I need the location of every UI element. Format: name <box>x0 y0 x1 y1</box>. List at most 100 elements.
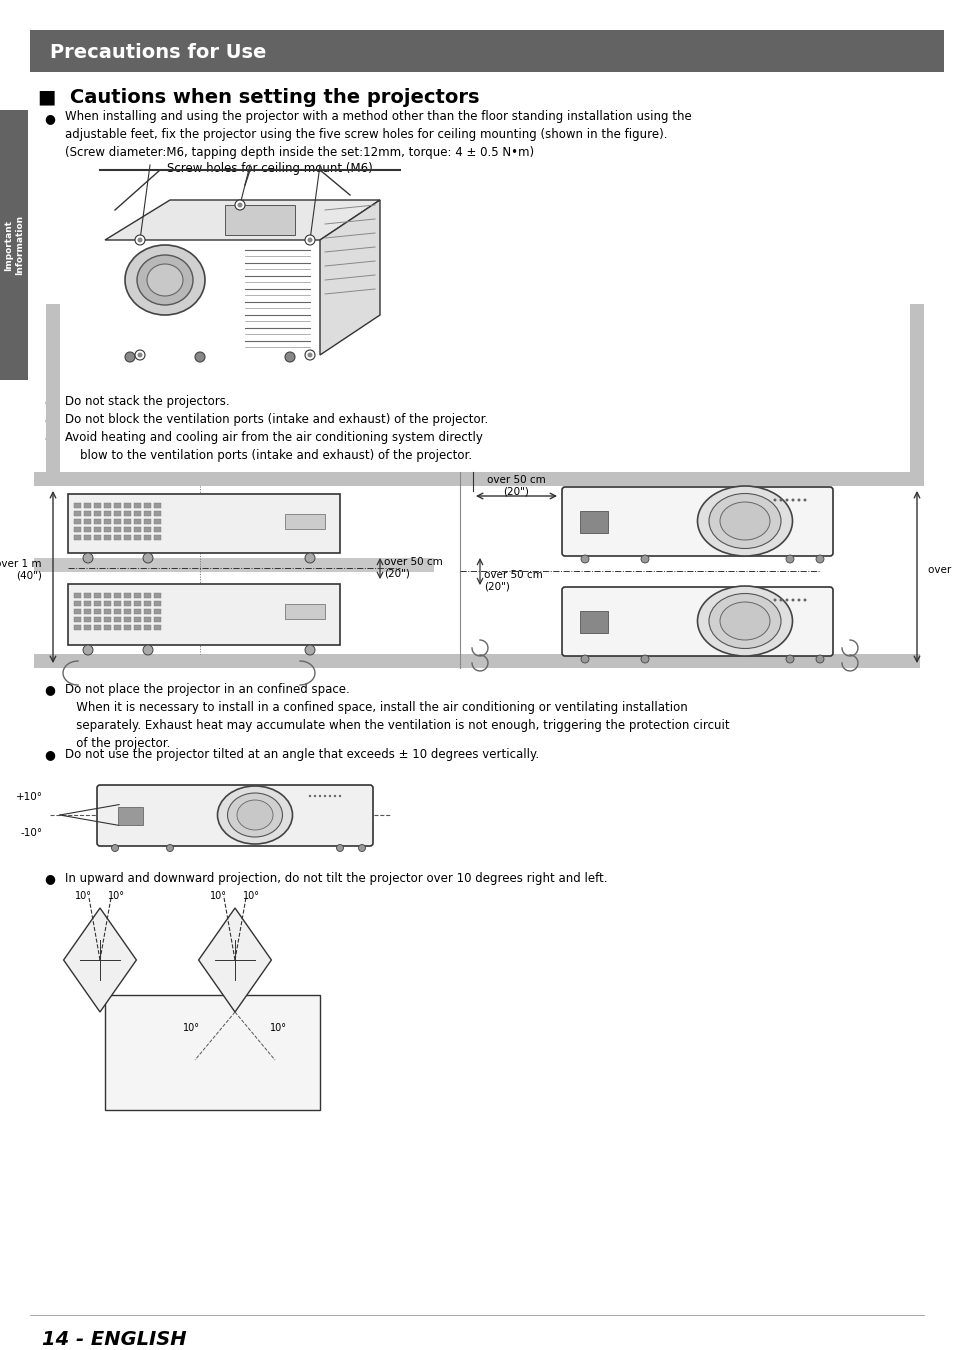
Bar <box>133 601 141 606</box>
Circle shape <box>307 238 313 243</box>
Bar <box>84 535 91 540</box>
Circle shape <box>135 350 145 360</box>
Text: Precautions for Use: Precautions for Use <box>50 43 266 62</box>
Circle shape <box>815 655 823 663</box>
Bar <box>124 512 131 516</box>
Bar <box>579 612 607 633</box>
Text: ●: ● <box>45 431 55 444</box>
Circle shape <box>305 645 314 655</box>
Circle shape <box>329 795 331 798</box>
Bar <box>34 472 919 486</box>
Bar <box>74 601 81 606</box>
Ellipse shape <box>217 786 293 844</box>
Bar <box>84 609 91 614</box>
Text: When installing and using the projector with a method other than the floor stand: When installing and using the projector … <box>65 109 691 159</box>
Circle shape <box>580 655 588 663</box>
Text: 14 - ENGLISH: 14 - ENGLISH <box>42 1330 187 1349</box>
Text: -10°: -10° <box>21 828 43 838</box>
Bar <box>74 625 81 630</box>
Bar <box>124 601 131 606</box>
Circle shape <box>773 498 776 501</box>
Text: ●: ● <box>45 413 55 427</box>
Polygon shape <box>105 200 379 240</box>
Bar <box>133 617 141 622</box>
Bar <box>74 504 81 508</box>
Text: over 50 cm
(20"): over 50 cm (20") <box>384 558 442 579</box>
Circle shape <box>779 598 781 602</box>
Bar <box>153 512 161 516</box>
Bar <box>113 617 121 622</box>
Bar <box>74 526 81 532</box>
Circle shape <box>137 238 142 243</box>
Bar <box>84 526 91 532</box>
Bar <box>124 609 131 614</box>
Bar <box>104 526 111 532</box>
Text: ●: ● <box>45 872 55 886</box>
Circle shape <box>779 498 781 501</box>
Bar <box>144 512 151 516</box>
Bar <box>144 535 151 540</box>
Circle shape <box>125 352 135 362</box>
Bar <box>133 518 141 524</box>
Circle shape <box>323 795 326 798</box>
Bar <box>84 601 91 606</box>
Bar <box>144 601 151 606</box>
Text: over 50 cm
(20"): over 50 cm (20") <box>483 570 542 591</box>
Text: ■  Cautions when setting the projectors: ■ Cautions when setting the projectors <box>38 88 479 107</box>
Ellipse shape <box>147 265 183 296</box>
Bar <box>124 625 131 630</box>
Circle shape <box>784 498 788 501</box>
Circle shape <box>143 645 152 655</box>
Bar <box>113 625 121 630</box>
Bar <box>94 593 101 598</box>
Text: Do not place the projector in an confined space.
   When it is necessary to inst: Do not place the projector in an confine… <box>65 683 729 751</box>
Bar <box>124 535 131 540</box>
Bar <box>104 609 111 614</box>
FancyBboxPatch shape <box>561 587 832 656</box>
Circle shape <box>318 795 321 798</box>
Circle shape <box>83 645 92 655</box>
Circle shape <box>773 598 776 602</box>
Bar <box>94 617 101 622</box>
Text: 10°: 10° <box>210 891 227 900</box>
Circle shape <box>137 352 142 358</box>
Bar <box>104 535 111 540</box>
Bar <box>94 526 101 532</box>
Bar <box>133 609 141 614</box>
Bar <box>124 518 131 524</box>
Circle shape <box>797 498 800 501</box>
Bar <box>68 494 339 554</box>
Bar <box>909 304 923 486</box>
Circle shape <box>143 554 152 563</box>
Bar <box>153 518 161 524</box>
Bar <box>74 593 81 598</box>
Bar <box>34 558 434 572</box>
Bar <box>153 617 161 622</box>
Circle shape <box>307 352 313 358</box>
Bar <box>84 518 91 524</box>
Circle shape <box>305 350 314 360</box>
Circle shape <box>802 498 805 501</box>
Bar <box>113 512 121 516</box>
Circle shape <box>785 555 793 563</box>
Bar <box>113 504 121 508</box>
Bar <box>285 603 325 620</box>
Circle shape <box>338 795 341 798</box>
Bar <box>84 617 91 622</box>
Bar <box>133 593 141 598</box>
Circle shape <box>285 352 294 362</box>
Ellipse shape <box>227 792 282 837</box>
Bar <box>124 593 131 598</box>
FancyBboxPatch shape <box>97 784 373 846</box>
Bar <box>144 518 151 524</box>
Bar <box>225 205 294 235</box>
Bar <box>153 593 161 598</box>
Circle shape <box>580 555 588 563</box>
Text: 10°: 10° <box>75 891 92 900</box>
Bar <box>104 625 111 630</box>
Bar <box>579 512 607 533</box>
Bar <box>113 526 121 532</box>
Circle shape <box>640 555 648 563</box>
Bar <box>84 625 91 630</box>
Circle shape <box>237 202 242 208</box>
